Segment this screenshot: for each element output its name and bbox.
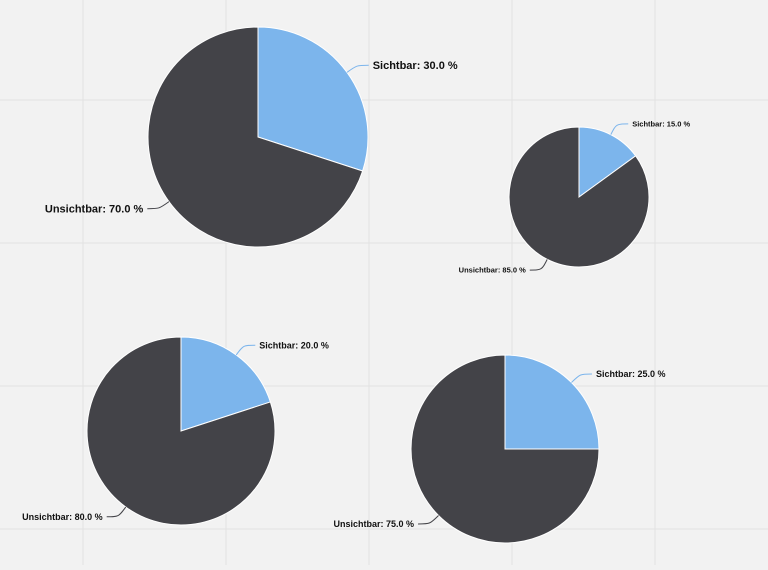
slice-label-unsichtbar: Unsichtbar: 85.0 % bbox=[459, 266, 526, 275]
pie-slice-sichtbar[interactable] bbox=[578, 126, 637, 198]
label-connector bbox=[610, 123, 629, 135]
pie-slice-sichtbar[interactable] bbox=[180, 336, 272, 432]
slice-label-unsichtbar: Unsichtbar: 80.0 % bbox=[22, 512, 103, 522]
slice-label-unsichtbar: Unsichtbar: 70.0 % bbox=[45, 204, 144, 216]
label-connector bbox=[571, 373, 592, 383]
slice-label-unsichtbar: Unsichtbar: 75.0 % bbox=[334, 519, 415, 529]
slice-label-sichtbar: Sichtbar: 30.0 % bbox=[373, 60, 458, 72]
label-connector bbox=[529, 259, 548, 271]
label-connector bbox=[147, 201, 170, 210]
slice-label-sichtbar: Sichtbar: 15.0 % bbox=[632, 120, 690, 129]
pie-chart-3: Sichtbar: 20.0 % Unsichtbar: 80.0 % bbox=[22, 336, 329, 526]
label-connector bbox=[106, 506, 127, 518]
pie-chart-2: Sichtbar: 15.0 % Unsichtbar: 85.0 % bbox=[459, 120, 691, 275]
pies-layer: Sichtbar: 30.0 %Unsichtbar: 70.0 %Sichtb… bbox=[22, 26, 691, 544]
pie-slice-sichtbar[interactable] bbox=[257, 26, 369, 172]
pie-chart-1: Sichtbar: 30.0 % Unsichtbar: 70.0 % bbox=[45, 26, 458, 248]
label-connector bbox=[418, 515, 439, 525]
slice-label-sichtbar: Sichtbar: 25.0 % bbox=[596, 369, 666, 379]
pie-slice-sichtbar[interactable] bbox=[504, 354, 600, 450]
pie-slice-unsichtbar[interactable] bbox=[86, 336, 276, 526]
pie-chart-4: Sichtbar: 25.0 % Unsichtbar: 75.0 % bbox=[334, 354, 666, 544]
slice-label-sichtbar: Sichtbar: 20.0 % bbox=[259, 340, 329, 350]
label-connector bbox=[346, 64, 369, 73]
pie-slice-unsichtbar[interactable] bbox=[410, 354, 600, 544]
label-connector bbox=[235, 344, 256, 356]
